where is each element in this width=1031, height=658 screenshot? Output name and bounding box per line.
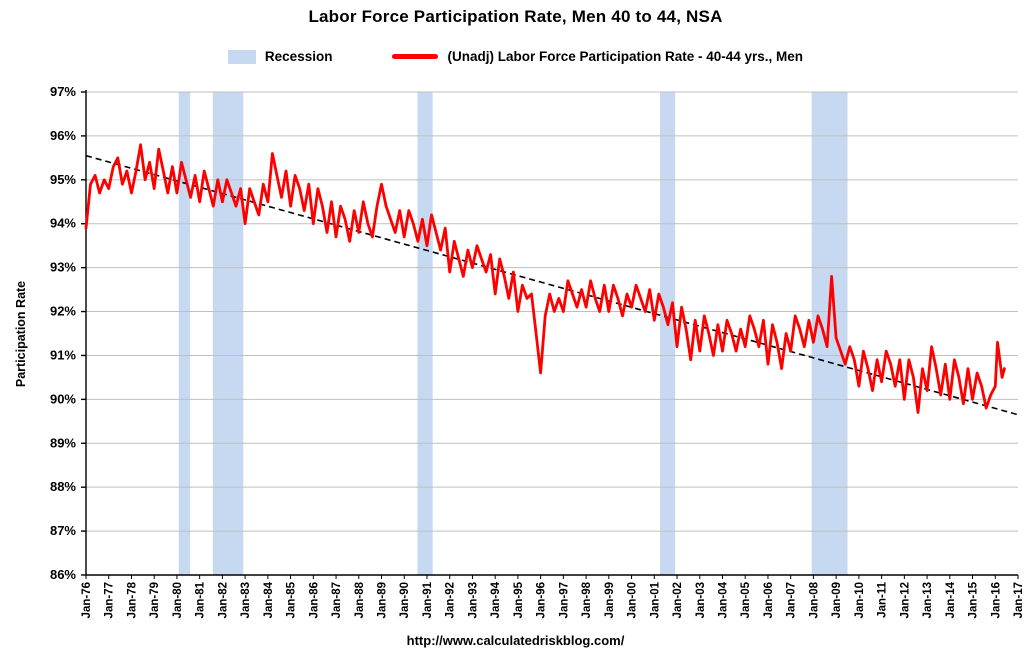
x-axis-tick-label: Jan-78 [126, 581, 138, 618]
x-axis-tick-label: Jan-01 [649, 581, 661, 618]
y-axis-tick-label: 87% [50, 523, 76, 538]
y-axis-tick-label: 89% [50, 435, 76, 450]
recession-band [178, 92, 191, 575]
x-axis-tick-label: Jan-92 [445, 582, 457, 618]
x-axis-tick-label: Jan-13 [922, 582, 934, 618]
y-axis-tick-label: 94% [50, 216, 76, 231]
recession-band [811, 92, 848, 575]
recession-band [417, 92, 433, 575]
x-axis-tick-label: Jan-03 [695, 582, 707, 618]
x-axis-tick-label: Jan-96 [536, 582, 548, 618]
x-axis-tick-label: Jan-87 [331, 582, 343, 618]
x-axis-tick-label: Jan-89 [377, 582, 389, 618]
y-axis-tick-label: 86% [50, 567, 76, 582]
y-axis-tick-label: 93% [50, 260, 76, 275]
x-axis-tick-label: Jan-76 [81, 582, 93, 618]
x-axis-tick-label: Jan-81 [195, 581, 207, 618]
x-axis-tick-label: Jan-94 [490, 581, 502, 618]
x-axis-tick-label: Jan-06 [763, 582, 775, 618]
x-axis-tick-label: Jan-17 [1013, 582, 1025, 618]
x-axis-tick-label: Jan-90 [399, 582, 411, 618]
x-axis-tick-label: Jan-99 [604, 582, 616, 618]
x-axis-tick-label: Jan-79 [149, 582, 161, 618]
x-axis-tick-label: Jan-07 [786, 582, 798, 618]
x-axis-tick-label: Jan-98 [581, 581, 593, 618]
series-line [84, 143, 1006, 414]
recession-band [659, 92, 676, 575]
recession-swatch-icon [227, 49, 256, 64]
legend-item-recession: Recession [227, 49, 333, 64]
y-axis-tick-label: 90% [50, 391, 76, 406]
chart-title: Labor Force Participation Rate, Men 40 t… [308, 7, 723, 26]
x-axis-tick-label: Jan-12 [899, 582, 911, 618]
x-axis-tick-label: Jan-80 [172, 582, 184, 618]
x-axis-tick-label: Jan-95 [513, 581, 525, 618]
x-axis-tick-label: Jan-00 [627, 582, 639, 618]
y-axis-tick-label: 88% [50, 479, 76, 494]
y-axis-tick-label: 95% [50, 172, 76, 187]
recession-band [212, 92, 244, 575]
y-axis-tick-label: 92% [50, 304, 76, 319]
x-axis-tick-label: Jan-91 [422, 581, 434, 618]
x-axis-tick-label: Jan-82 [217, 582, 229, 618]
x-axis-tick-label: Jan-83 [240, 582, 252, 618]
x-axis-tick-label: Jan-86 [308, 582, 320, 618]
x-axis-tick-label: Jan-02 [672, 582, 684, 618]
x-axis-tick-label: Jan-10 [854, 582, 866, 618]
x-axis-tick-label: Jan-11 [877, 581, 889, 617]
x-axis-tick-label: Jan-77 [104, 582, 116, 618]
x-axis-tick-label: Jan-97 [558, 582, 570, 618]
y-axis-tick-label: 97% [50, 84, 76, 99]
legend-item-series: (Unadj) Labor Force Participation Rate -… [392, 49, 803, 64]
x-axis-tick-label: Jan-04 [717, 581, 729, 618]
legend-recession-label: Recession [264, 49, 333, 64]
x-axis-tick-label: Jan-05 [740, 581, 752, 618]
x-axis-tick-label: Jan-08 [808, 581, 820, 618]
x-axis-tick-label: Jan-14 [945, 581, 957, 618]
x-axis-tick-label: Jan-88 [354, 581, 366, 618]
x-axis-tick-label: Jan-85 [286, 581, 298, 618]
x-axis-tick-label: Jan-15 [968, 581, 980, 618]
y-axis-tick-label: 91% [50, 347, 76, 362]
x-axis-tick-label: Jan-93 [467, 582, 479, 618]
series-line-swatch-icon [392, 54, 439, 59]
chart-legend: Recession (Unadj) Labor Force Participat… [0, 49, 1031, 64]
legend-series-label: (Unadj) Labor Force Participation Rate -… [447, 49, 804, 64]
x-axis-tick-label: Jan-84 [263, 581, 275, 618]
y-axis-tick-label: 96% [50, 128, 76, 143]
x-axis-tick-label: Jan-16 [990, 582, 1002, 618]
x-axis-tick-label: Jan-09 [831, 582, 843, 618]
source-url: http://www.calculatedriskblog.com/ [406, 633, 625, 648]
